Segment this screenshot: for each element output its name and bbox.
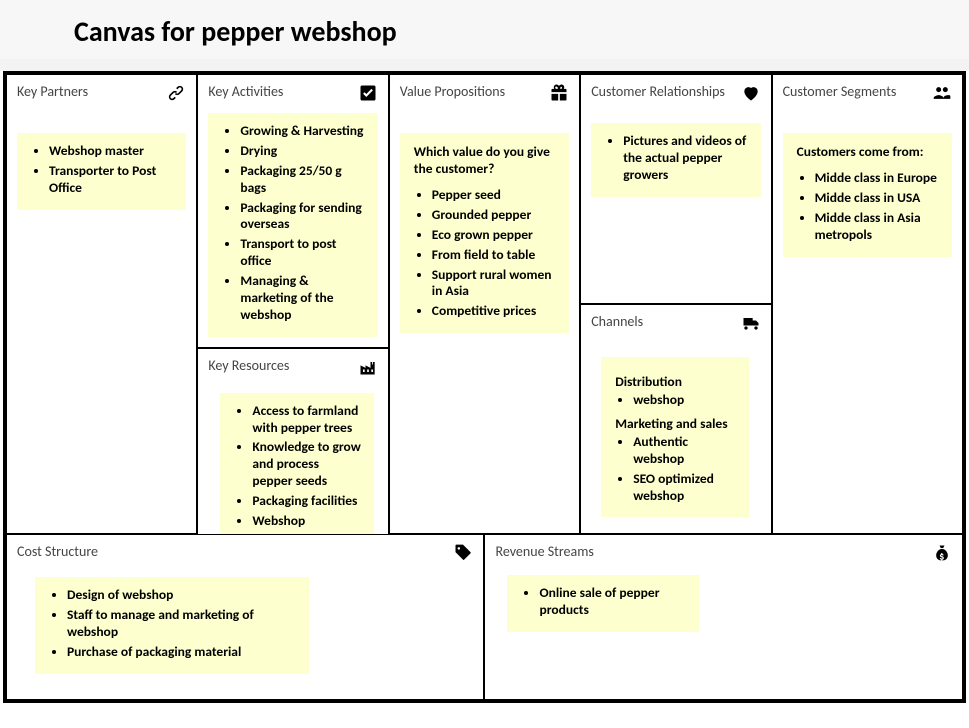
sticky-note: Online sale of pepper products (507, 575, 699, 632)
block-title: Revenue Streams (495, 543, 593, 560)
list-item: Competitive prices (432, 303, 557, 320)
sticky-note: Access to farmland with pepper trees Kno… (220, 393, 373, 543)
sticky-lead: Customers come from: (797, 143, 940, 160)
list-item: Grounded pepper (432, 207, 557, 224)
block-key-partners: Key Partners Webshop master Transporter … (6, 74, 197, 534)
list-item: Pepper seed (432, 187, 557, 204)
sticky-sublabel: Marketing and sales (615, 415, 736, 432)
column-relationships-channels: Customer Relationships Pictures and vide… (580, 74, 771, 534)
block-channels: Channels Distribution webshop Marketing … (580, 304, 771, 534)
list-item: Online sale of pepper products (539, 585, 687, 619)
list-item: Transporter to Post Office (49, 163, 174, 197)
list-item: Packaging for sending overseas (240, 200, 365, 234)
list-item: Purchase of packaging material (67, 644, 297, 661)
list-item: Transport to post office (240, 236, 365, 270)
sticky-note: Which value do you give the customer? Pe… (400, 133, 569, 333)
block-title: Customer Relationships (591, 83, 725, 100)
block-revenue-streams: Revenue Streams Online sale of pepper pr… (484, 534, 963, 700)
link-icon (166, 83, 186, 103)
people-icon (932, 83, 952, 103)
list-item: Packaging facilities (252, 493, 361, 510)
block-title: Key Partners (17, 83, 88, 100)
block-customer-segments: Customer Segments Customers come from: M… (772, 74, 963, 534)
list-item: Authentic webshop (633, 434, 736, 468)
list-item: Staff to manage and marketing of webshop (67, 607, 297, 641)
list-item: Growing & Harvesting (240, 123, 365, 140)
block-title: Key Activities (208, 83, 283, 100)
list-item: Access to farmland with pepper trees (252, 403, 361, 437)
sticky-sublabel: Distribution (615, 373, 736, 390)
factory-icon (358, 357, 378, 377)
list-item: Webshop (252, 513, 361, 530)
block-title: Key Resources (208, 357, 289, 374)
heart-icon (741, 83, 761, 103)
block-title: Value Propositions (400, 83, 505, 100)
block-key-activities: Key Activities Growing & Harvesting Dryi… (197, 74, 388, 348)
sticky-note: Customers come from: Midde class in Euro… (783, 133, 952, 257)
list-item: Design of webshop (67, 587, 297, 604)
column-activities-resources: Key Activities Growing & Harvesting Dryi… (197, 74, 388, 534)
list-item: webshop (633, 392, 736, 409)
list-item: Eco grown pepper (432, 227, 557, 244)
sticky-note: Growing & Harvesting Drying Packaging 25… (208, 113, 377, 337)
sticky-note: Pictures and videos of the actual pepper… (591, 123, 760, 197)
list-item: Packaging 25/50 g bags (240, 163, 365, 197)
list-item: Midde class in Asia metropols (815, 210, 940, 244)
sticky-note: Design of webshop Staff to manage and ma… (35, 577, 309, 674)
list-item: Pictures and videos of the actual pepper… (623, 133, 748, 184)
list-item: From field to table (432, 247, 557, 264)
block-value-propositions: Value Propositions Which value do you gi… (389, 74, 580, 534)
block-key-resources: Key Resources Access to farmland with pe… (197, 348, 388, 554)
money-bag-icon (932, 543, 952, 563)
sticky-note: Webshop master Transporter to Post Offic… (17, 133, 186, 210)
list-item: SEO optimized webshop (633, 471, 736, 505)
list-item: Midde class in USA (815, 190, 940, 207)
gift-icon (549, 83, 569, 103)
sticky-lead: Which value do you give the customer? (414, 143, 557, 177)
list-item: Knowledge to grow and process pepper see… (252, 439, 361, 490)
block-title: Cost Structure (17, 543, 98, 560)
list-item: Webshop master (49, 143, 174, 160)
title-area: Canvas for pepper webshop (0, 0, 969, 59)
block-customer-relationships: Customer Relationships Pictures and vide… (580, 74, 771, 304)
business-model-canvas: Key Partners Webshop master Transporter … (3, 71, 966, 703)
truck-icon (741, 313, 761, 333)
tag-icon (453, 543, 473, 563)
page-title: Canvas for pepper webshop (74, 14, 969, 49)
list-item: Drying (240, 143, 365, 160)
list-item: Support rural women in Asia (432, 267, 557, 301)
block-title: Customer Segments (783, 83, 897, 100)
checkbox-icon (358, 83, 378, 103)
block-cost-structure: Cost Structure Design of webshop Staff t… (6, 534, 484, 700)
list-item: Managing & marketing of the webshop (240, 273, 365, 324)
sticky-note: Distribution webshop Marketing and sales… (601, 357, 748, 517)
title-divider (0, 59, 969, 71)
block-title: Channels (591, 313, 643, 330)
list-item: Midde class in Europe (815, 170, 940, 187)
